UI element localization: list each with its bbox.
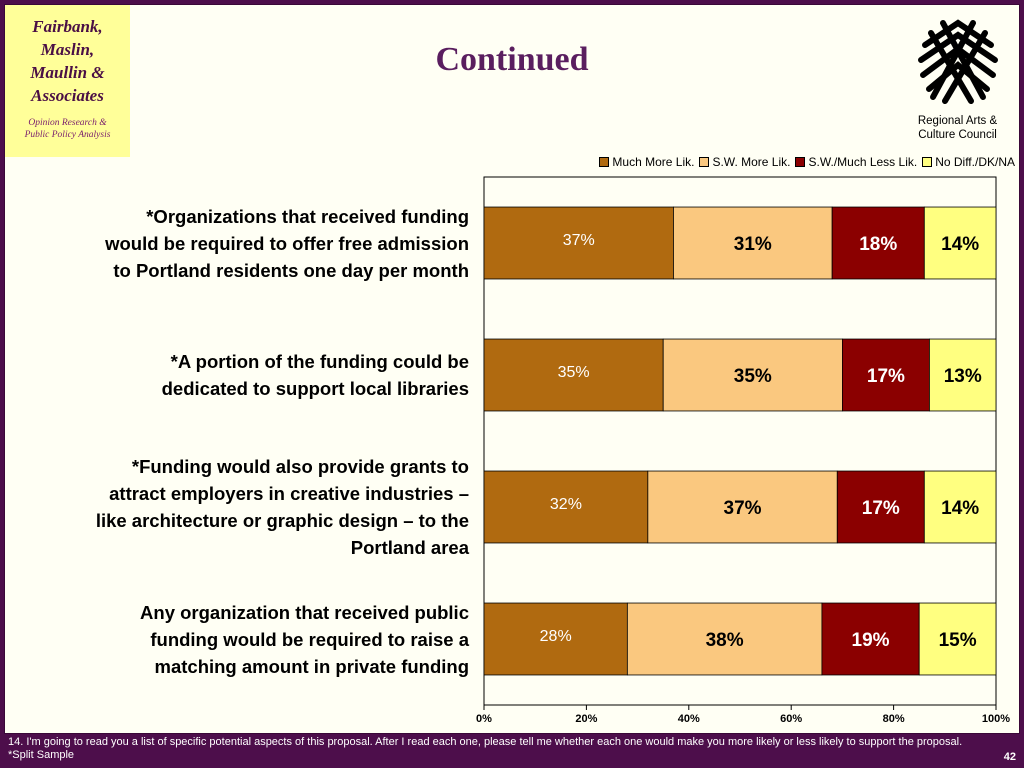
racc-logo-mark-icon: [917, 19, 998, 104]
bar-segment: [483, 470, 649, 544]
bar-segment: [836, 470, 925, 544]
category-label-line: dedicated to support local libraries: [161, 378, 469, 399]
data-label: 14%: [941, 498, 979, 519]
category-label: *Funding would also provide grants to att…: [4, 453, 469, 561]
category-label: Any organization that received public fun…: [4, 599, 469, 680]
fma-logo-line: Fairbank,: [32, 17, 103, 36]
data-label: 13%: [944, 366, 982, 387]
racc-caption: Regional Arts & Culture Council: [900, 114, 1015, 142]
bar-segment: [483, 602, 628, 676]
legend-swatch: [699, 157, 710, 167]
bar-segment: [647, 470, 838, 544]
bar-segment: [842, 338, 930, 412]
fma-tagline-line: Opinion Research &: [28, 118, 107, 128]
racc-logo: Regional Arts & Culture Council: [900, 15, 1015, 142]
legend-label: S.W. More Lik.: [712, 155, 791, 169]
category-label-line: funding would be required to raise a: [150, 628, 469, 650]
fma-logo-name: Fairbank, Maslin, Maullin & Associates: [5, 15, 130, 107]
bar-segment: [918, 602, 997, 676]
legend-label: No Diff./DK/NA: [935, 155, 1015, 169]
bar-segment: [923, 470, 997, 544]
fma-logo-line: Maslin,: [40, 40, 95, 59]
category-label-line: *Funding would also provide grants to: [131, 456, 469, 477]
data-label: 37%: [724, 498, 762, 519]
x-tick-label: 80%: [883, 713, 905, 725]
category-label-line: *A portion of the funding could be: [170, 351, 469, 372]
legend-swatch: [795, 157, 806, 167]
legend-label: Much More Lik.: [612, 155, 695, 169]
legend-swatch: [599, 157, 610, 167]
plot-frame: [483, 176, 997, 706]
bar-segment: [929, 338, 997, 412]
data-label: 17%: [867, 366, 905, 387]
legend-item: No Diff./DK/NA: [922, 155, 1015, 169]
category-label-line: attract employers in creative industries…: [109, 483, 469, 504]
fma-tagline: Opinion Research & Public Policy Analysi…: [5, 117, 130, 141]
x-tick-label: 20%: [575, 713, 597, 725]
data-label: 17%: [862, 498, 900, 519]
data-label: 37%: [563, 232, 595, 249]
x-tick-label: 60%: [780, 713, 802, 725]
slide: Fairbank, Maslin, Maullin & Associates O…: [4, 4, 1020, 734]
legend-item: S.W./Much Less Lik.: [795, 155, 917, 169]
data-label: 15%: [939, 630, 977, 651]
fma-logo-line: Associates: [31, 86, 104, 105]
x-tick-label: 0%: [476, 713, 492, 725]
category-label-line: matching amount in private funding: [154, 655, 470, 677]
bar-segment: [483, 338, 664, 412]
category-label-line: Portland area: [350, 537, 469, 558]
stacked-bar-chart: 37% 31% 18% 14% 35% 35% 17% 13% 32% 37% 17% 14% 28% 3…: [476, 176, 1010, 725]
x-tick-label: 100%: [982, 713, 1010, 725]
bar-segment: [483, 206, 674, 280]
fma-logo-line: Maullin &: [30, 63, 105, 82]
racc-caption-line: Regional Arts &: [917, 115, 998, 127]
category-label: *A portion of the funding could be dedica…: [4, 348, 469, 402]
data-label: 18%: [859, 234, 897, 255]
bar-segment: [831, 206, 925, 280]
data-label: 32%: [550, 496, 582, 513]
data-label: 31%: [734, 234, 772, 255]
data-label: 19%: [852, 630, 890, 651]
legend-item: Much More Lik.: [599, 155, 694, 169]
legend-swatch: [922, 157, 933, 167]
chart-legend: Much More Lik. S.W. More Lik. S.W./Much Le…: [445, 155, 1015, 169]
bar-segment: [673, 206, 833, 280]
category-label-line: *Organizations that received funding: [146, 205, 469, 227]
bar-segment: [923, 206, 997, 280]
page-title: Continued: [435, 41, 589, 78]
category-label-line: would be required to offer free admissio…: [105, 232, 469, 254]
data-label: 35%: [734, 366, 772, 387]
x-tick-label: 40%: [678, 713, 700, 725]
category-label-line: like architecture or graphic design – to…: [95, 510, 469, 531]
bar-segment: [662, 338, 843, 412]
category-label-line: to Portland residents one day per month: [113, 259, 469, 281]
data-label: 35%: [558, 364, 590, 381]
category-label-line: Any organization that received public: [140, 601, 469, 623]
category-label: *Organizations that received funding woul…: [4, 203, 469, 284]
fma-logo: Fairbank, Maslin, Maullin & Associates O…: [5, 5, 130, 157]
footnote: 14. I'm going to read you a list of spec…: [8, 736, 963, 761]
data-label: 28%: [540, 628, 572, 645]
legend-label: S.W./Much Less Lik.: [808, 155, 918, 169]
data-label: 38%: [706, 630, 744, 651]
data-label: 14%: [941, 234, 979, 255]
page-number: 42: [1003, 751, 1016, 763]
legend-item: S.W. More Lik.: [699, 155, 790, 169]
fma-tagline-line: Public Policy Analysis: [24, 130, 111, 140]
racc-caption-line: Culture Council: [918, 129, 997, 141]
